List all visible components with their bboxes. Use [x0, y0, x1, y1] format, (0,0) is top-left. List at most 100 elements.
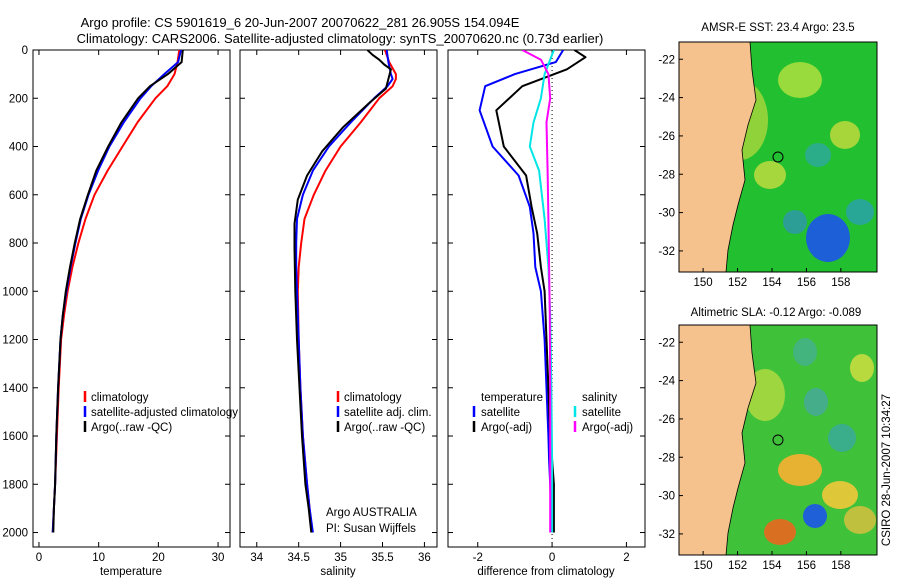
map-y-tick-label: -32 [658, 529, 675, 541]
map-x-tick-label: 152 [728, 277, 747, 289]
low-patch [793, 338, 817, 366]
pi-label: PI: Susan Wijffels [326, 523, 416, 535]
high-patch [764, 519, 796, 545]
sla-land [679, 325, 757, 555]
y-tick-label: 200 [9, 93, 28, 105]
map-y-tick-label: -30 [658, 208, 675, 220]
temperature-ticks: 0 10 20 30 0 200 400 600 800 1000 1200 1400 1600 1800… [2, 45, 230, 564]
series-line-salinity-argo-adj- [521, 50, 552, 533]
warm-patch [830, 121, 860, 149]
sst-land [679, 42, 757, 272]
legend-label-temp-satellite: satellite [481, 407, 520, 419]
map-x-tick-label: 158 [831, 277, 850, 289]
series-line-argo-raw-qc- [293, 50, 392, 533]
salinity-xlabel: salinity [320, 566, 355, 578]
sla-map-title: Altimetric SLA: -0.12 Argo: -0.089 [691, 307, 862, 319]
y-tick-label: 1800 [2, 479, 28, 491]
x-tick-label: 34.5 [287, 552, 309, 564]
salinity-panel: 34 34.5 35 35.5 36 salinity climatology sate… [239, 49, 438, 578]
sst-map: AMSR-E SST: 23.4 Argo: 23.5 150 152 154 156… [658, 22, 878, 289]
sla-map-frame [678, 324, 878, 556]
x-tick-label: 20 [152, 552, 165, 564]
x-tick-label: 2 [623, 552, 629, 564]
legend-label-satellite: satellite adj. clim. [344, 407, 432, 419]
y-tick-label: 1600 [2, 431, 28, 443]
temperature-lines [51, 50, 184, 533]
map-x-tick-label: 152 [728, 560, 747, 572]
sla-map: Altimetric SLA: -0.12 Argo: -0.089 150 15… [658, 307, 878, 572]
warm-patch [778, 62, 822, 98]
x-tick-label: 0 [36, 552, 42, 564]
map-x-tick-label: 156 [797, 560, 816, 572]
map-y-tick-label: -32 [658, 246, 675, 258]
cool-patch [783, 210, 807, 234]
difference-panel: -2 0 2 difference from climatology tempera… [447, 49, 646, 578]
map-x-tick-label: 154 [762, 560, 782, 572]
map-y-tick-label: -24 [658, 93, 675, 105]
temperature-legend: climatology satellite-adjusted climatolo… [83, 391, 238, 434]
map-y-tick-label: -26 [658, 414, 675, 426]
sst-map-ticks: 150 152 154 156 158 -22 -24 -26 -28 -30 -32 [658, 54, 850, 289]
series-line-argo-raw-qc- [52, 50, 184, 533]
y-tick-label: 1400 [2, 383, 28, 395]
sst-map-image [679, 42, 877, 272]
map-y-tick-label: -26 [658, 131, 675, 143]
map-x-tick-label: 150 [694, 560, 713, 572]
x-tick-label: 35 [334, 552, 347, 564]
x-tick-label: 30 [212, 552, 225, 564]
csiro-timestamp: CSIRO 28-Jun-2007 10:34:27 [881, 394, 893, 546]
warm-patch [754, 161, 786, 189]
series-line-salinity-satellite [528, 50, 555, 533]
difference-xlabel: difference from climatology [477, 566, 614, 578]
legend-label-argo: Argo(..raw -QC) [91, 422, 172, 434]
x-tick-label: -2 [473, 552, 483, 564]
temperature-panel: 0 10 20 30 0 200 400 600 800 1000 1200 1400 1600 1800… [2, 45, 238, 578]
high-patch [850, 354, 874, 382]
salinity-lines [293, 50, 397, 533]
cool-patch [846, 199, 874, 225]
legend-label-argo: Argo(..raw -QC) [344, 422, 425, 434]
x-tick-label: 34 [250, 552, 263, 564]
temperature-xlabel: temperature [100, 566, 162, 578]
map-y-tick-label: -22 [658, 54, 675, 66]
high-patch [778, 454, 822, 486]
map-y-tick-label: -30 [658, 491, 675, 503]
legend-label-temp-argo: Argo(-adj) [481, 422, 532, 434]
low-patch [828, 424, 856, 452]
map-x-tick-label: 158 [831, 560, 850, 572]
sla-profile-marker [772, 434, 784, 446]
legend-label-sal-satellite: satellite [582, 407, 621, 419]
salinity-axes [239, 49, 438, 548]
legend-label-climatology: climatology [91, 392, 149, 404]
map-x-tick-label: 150 [694, 277, 713, 289]
sst-profile-marker [772, 151, 784, 163]
salinity-legend: climatology satellite adj. clim. Argo(..… [336, 391, 432, 434]
y-tick-label: 2000 [2, 528, 28, 540]
map-x-tick-label: 154 [762, 277, 782, 289]
title-line-1: Argo profile: CS 5901619_6 20-Jun-2007 2… [81, 15, 520, 30]
salinity-ticks: 34 34.5 35 35.5 36 [240, 49, 437, 564]
legend-label-climatology: climatology [344, 392, 402, 404]
map-y-tick-label: -24 [658, 376, 675, 388]
map-x-tick-label: 156 [797, 277, 816, 289]
legend-heading-salinity: salinity [582, 392, 617, 404]
cold-patch [806, 214, 850, 262]
y-tick-label: 1200 [2, 335, 28, 347]
sla-map-ticks: 150 152 154 156 158 -22 -24 -26 -28 -30 -32 [658, 337, 850, 572]
y-tick-label: 400 [9, 142, 28, 154]
x-tick-label: 0 [549, 552, 555, 564]
title-line-2: Climatology: CARS2006. Satellite-adjuste… [77, 31, 604, 46]
legend-heading-temperature: temperature [481, 392, 543, 404]
y-tick-label: 800 [9, 238, 28, 250]
low-patch [804, 388, 828, 416]
legend-label-satellite: satellite-adjusted climatology [91, 407, 238, 419]
x-tick-label: 36 [418, 552, 431, 564]
high-patch [844, 506, 876, 534]
y-tick-label: 0 [22, 45, 28, 57]
sla-features [745, 338, 876, 545]
sst-map-frame [678, 41, 878, 273]
y-tick-label: 1000 [2, 286, 28, 298]
cool-patch [805, 143, 831, 167]
y-tick-label: 600 [9, 190, 28, 202]
